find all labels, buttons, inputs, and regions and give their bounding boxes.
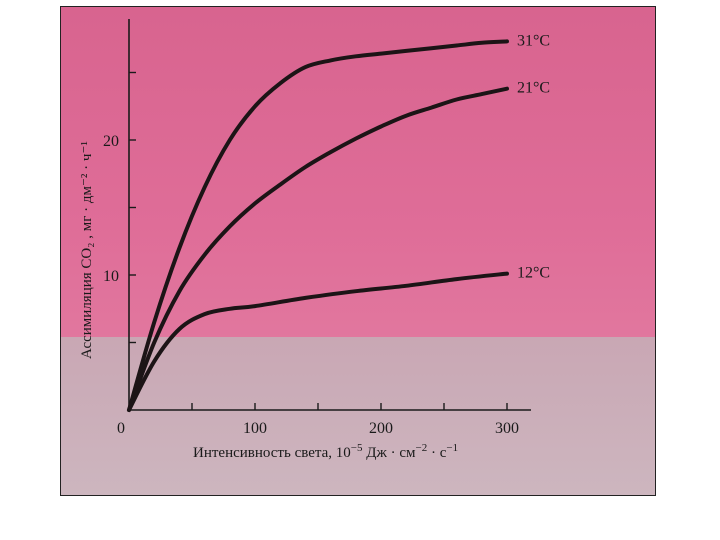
- series-line-1: [127, 86, 509, 412]
- series-labels: 31°C 21°C 12°C: [517, 32, 550, 281]
- series-label-0: 31°C: [517, 32, 550, 49]
- x-tick-label-0: 0: [117, 420, 125, 437]
- x-tick-label-300: 300: [495, 420, 519, 437]
- axes: [128, 19, 531, 411]
- x-tick-label-200: 200: [369, 420, 393, 437]
- series-lines: [127, 39, 509, 412]
- series-label-1: 21°C: [517, 80, 550, 97]
- background-paper: [61, 337, 655, 495]
- x-axis-title: Интенсивность света, 10−5 Дж · см−2 · с−…: [193, 442, 458, 461]
- tick-marks: [129, 71, 508, 410]
- series-line-2: [127, 271, 509, 412]
- series-label-2: 12°C: [517, 265, 550, 282]
- y-tick-label-20: 20: [103, 133, 119, 150]
- y-axis-title: Ассимиляция CO₂ , мг · дм⁻² · ч⁻¹: [79, 141, 95, 359]
- y-tick-label-10: 10: [103, 268, 119, 285]
- x-tick-label-100: 100: [243, 420, 267, 437]
- chart-figure: 10 20 0 100 200 300 31°C 21°C 12°C Интенсивност…: [60, 6, 656, 496]
- series-line-0: [127, 39, 509, 412]
